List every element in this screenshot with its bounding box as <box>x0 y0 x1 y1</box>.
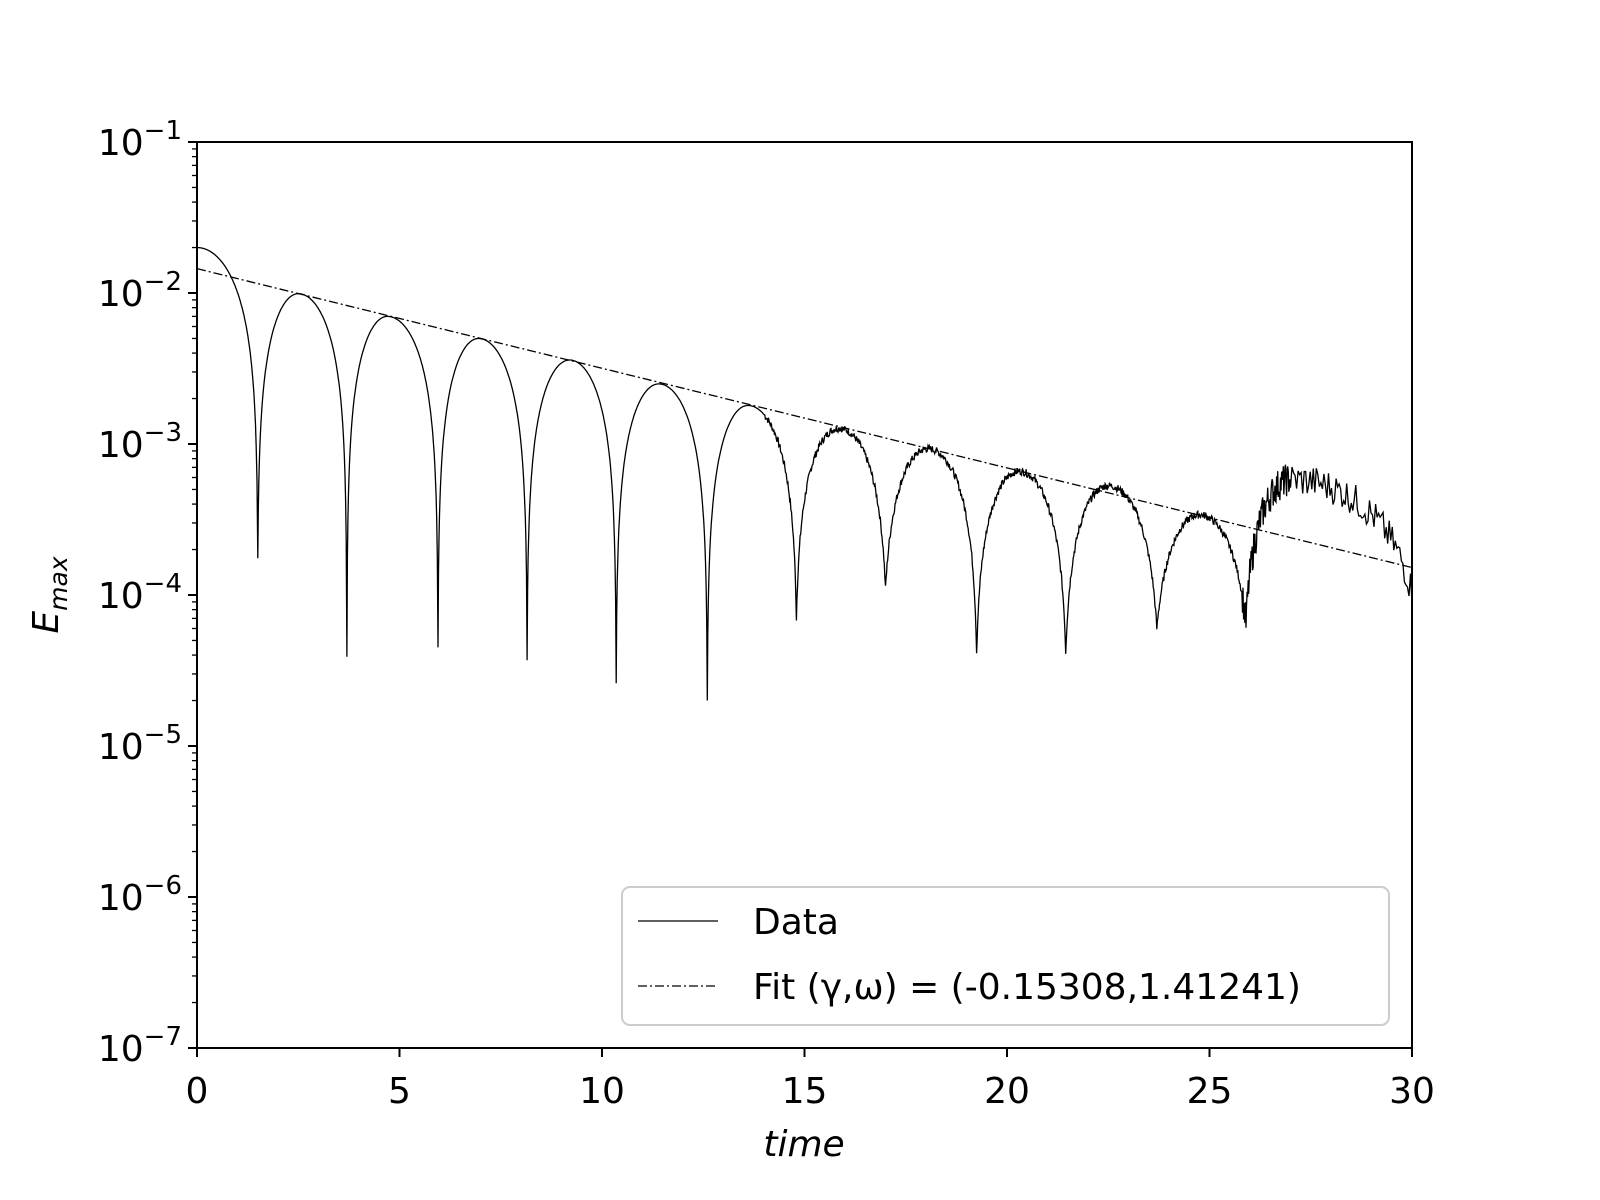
x-tick-label: 20 <box>984 1071 1030 1112</box>
y-axis-label-base: E <box>26 611 67 634</box>
y-tick-label: 10−1 <box>98 116 182 164</box>
series-data-line <box>196 246 1413 701</box>
y-tick-exponent: −5 <box>144 720 182 750</box>
y-tick-label: 10−6 <box>98 871 182 919</box>
y-tick-label: 10−7 <box>98 1022 182 1070</box>
x-tick-label: 5 <box>388 1071 411 1112</box>
y-tick-exponent: −7 <box>144 1022 182 1052</box>
x-tick-label: 10 <box>579 1071 625 1112</box>
x-tick-label: 30 <box>1389 1071 1435 1112</box>
legend-label-data: Data <box>753 902 839 943</box>
y-tick-exponent: −4 <box>144 569 182 599</box>
y-tick-base: 10 <box>98 878 144 919</box>
y-axis-label: Emax <box>26 556 73 633</box>
series-fit-line <box>196 268 1413 569</box>
y-tick-label: 10−2 <box>98 267 182 315</box>
legend-label-fit: Fit (γ,ω) = (-0.15308,1.41241) <box>753 967 1301 1008</box>
y-axis-label-subscript: max <box>44 556 73 611</box>
x-tick-label: 0 <box>186 1071 209 1112</box>
y-tick-base: 10 <box>98 123 144 164</box>
x-axis-label: time <box>763 1124 844 1165</box>
y-tick-base: 10 <box>98 1029 144 1070</box>
y-tick-base: 10 <box>98 425 144 466</box>
x-tick-label: 15 <box>782 1071 828 1112</box>
x-tick-label: 25 <box>1187 1071 1233 1112</box>
legend: Data Fit (γ,ω) = (-0.15308,1.41241) <box>621 886 1390 1026</box>
y-tick-label: 10−4 <box>98 569 182 617</box>
y-tick-label: 10−5 <box>98 720 182 768</box>
y-tick-base: 10 <box>98 576 144 617</box>
y-tick-base: 10 <box>98 274 144 315</box>
y-tick-exponent: −3 <box>144 418 182 448</box>
y-tick-exponent: −1 <box>144 116 182 146</box>
y-tick-exponent: −2 <box>144 267 182 297</box>
y-tick-base: 10 <box>98 727 144 768</box>
plot-curves <box>196 246 1413 701</box>
y-tick-exponent: −6 <box>144 871 182 901</box>
y-tick-label: 10−3 <box>98 418 182 466</box>
legend-box <box>621 886 1390 1026</box>
